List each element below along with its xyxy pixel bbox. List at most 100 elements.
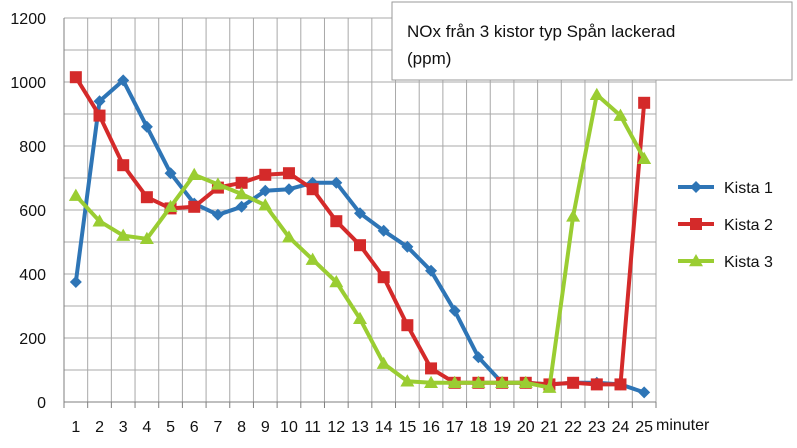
series-kista-2-point [614,378,627,391]
x-tick-label: 2 [95,419,104,436]
series-kista-3-point [353,311,367,325]
series-kista-1-point [448,304,461,317]
series-kista-1-point [330,176,343,189]
series-kista-3-point [376,356,391,369]
series-kista-1-point [235,200,248,213]
series-kista-2-legend-marker [690,218,702,230]
x-tick-label: 22 [564,419,582,436]
series-kista-3-point [589,87,604,101]
x-tick-label: 19 [493,419,511,436]
series-kista-1-point [140,120,153,133]
y-tick-labels: 0 200 400 600 800 1000 1200 [10,11,46,412]
x-tick-label: 12 [327,419,345,436]
series-kista-3-point [400,374,415,387]
series-kista-1-point [401,240,414,253]
series-kista-2-point [567,376,580,389]
series-kista-3-point [281,230,296,243]
series-kista-2-point [425,362,438,375]
series-kista-1-point [354,207,366,220]
series-kista-3-point [234,187,249,200]
series-kista-3-point [542,380,557,393]
series-kista-2-point [306,183,319,196]
series-kista-1-point [164,167,177,180]
y-tick-label: 600 [19,203,46,220]
series-kista-2-point [282,167,295,180]
series-kista-3-point [329,275,344,288]
series-kista-1-point [638,386,651,399]
series-kista-1-point [211,208,224,221]
series-kista-2-point [259,168,272,181]
series-kista-3-point [471,375,486,389]
y-tick-label: 0 [37,395,46,412]
x-tick-label: 25 [635,419,653,436]
series-kista-3-point [566,209,581,222]
y-tick-label: 400 [19,267,46,284]
x-tick-label: 23 [588,419,606,436]
series-kista-1-point [69,276,82,288]
x-tick-label: 24 [612,419,630,436]
series-kista-3-point [637,151,652,165]
series-kista-2-legend-label: Kista 2 [724,217,773,234]
chart-title-line-2: (ppm) [407,49,451,68]
series-kista-3-point [163,199,178,213]
series-kista-3-point [187,167,202,181]
x-tick-label: 6 [190,419,199,436]
x-tick-label: 9 [261,419,270,436]
series-kista-1-line [73,78,647,395]
x-tick-label: 17 [446,419,464,436]
series-kista-3-point [139,231,154,245]
series-kista-1-point [282,183,295,196]
x-tick-label: 10 [280,419,298,436]
x-axis-label: minuter [656,417,710,434]
series-kista-2-point [330,215,343,228]
series-kista-1-point [425,264,438,277]
series-kista-3-point [305,252,320,265]
series [68,71,652,399]
y-tick-label: 1200 [10,11,46,28]
series-kista-3-point [495,375,510,389]
series-kista-3-legend-label: Kista 3 [724,254,773,271]
x-tick-label: 8 [237,419,246,436]
x-tick-label: 11 [304,419,321,436]
x-tick-label: 4 [142,419,151,436]
y-tick-label: 1000 [10,75,46,92]
series-kista-2-point [140,191,153,204]
series-kista-3-point [210,177,225,190]
x-tick-labels: 1 2 3 4 5 6 7 8 9 10 11 12 13 14 15 16 17 18 19 20 21 22 23 24 2… [71,419,653,436]
series-kista-1-point [472,351,485,364]
x-tick-label: 7 [213,419,222,436]
x-tick-label: 15 [398,419,416,436]
x-tick-label: 14 [375,419,393,436]
series-kista-3-point [424,375,439,389]
x-tick-label: 1 [71,419,80,436]
series-kista-2-point [377,271,390,284]
x-tick-label: 16 [422,419,440,436]
chart-title-box: NOx från 3 kistor typ Spån lackerad (ppm… [391,1,793,81]
series-kista-1-point [377,224,390,237]
x-tick-label: 21 [541,419,559,436]
series-kista-3-point [518,375,533,389]
axes [63,18,657,408]
series-kista-2-point [235,176,248,189]
series-kista-3-point [68,188,83,201]
x-tick-label: 13 [351,419,369,436]
legend: Kista 1 Kista 2 Kista 3 [678,180,773,271]
series-kista-2-point [117,159,130,172]
series-kista-2-point [93,109,106,122]
series-kista-3-point [116,228,131,241]
series-kista-2-point [590,378,603,391]
series-kista-2-point [354,239,366,252]
x-tick-label: 20 [517,419,535,436]
series-kista-2-point [188,200,201,213]
x-tick-label: 18 [470,419,488,436]
series-kista-1-legend-label: Kista 1 [724,180,773,197]
series-kista-1-point [93,95,106,108]
series-kista-3-point [92,214,107,227]
series-kista-2-point [401,319,414,332]
y-tick-label: 800 [19,139,46,156]
series-kista-1-point [117,74,130,87]
series-kista-1-legend-marker [690,181,702,193]
series-kista-1-point [259,184,272,197]
series-kista-3-point [613,108,628,121]
